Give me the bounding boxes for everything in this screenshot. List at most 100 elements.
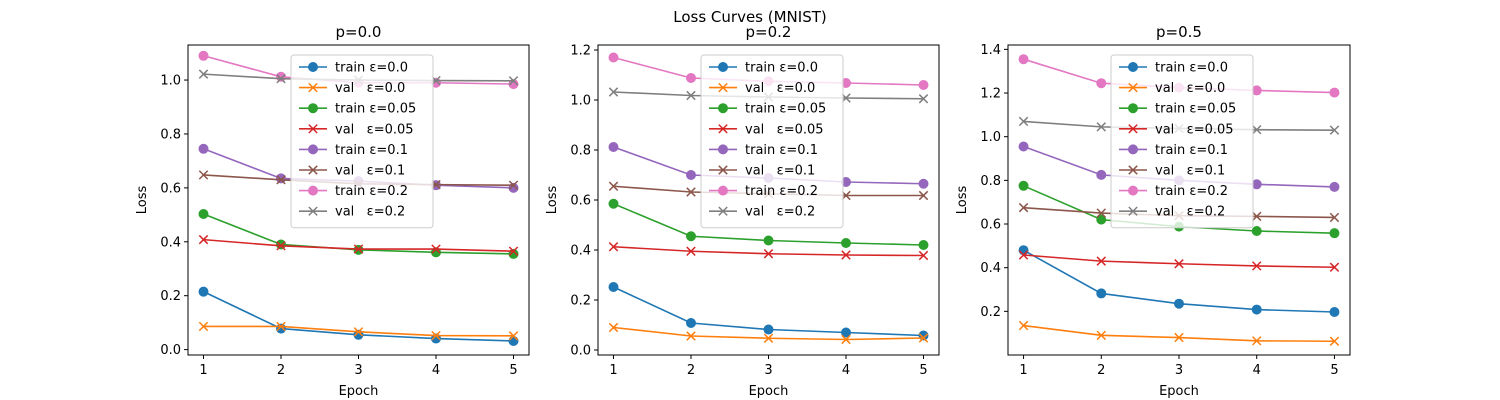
data-point-stroke-b bbox=[198, 69, 209, 79]
legend-marker-stroke-b bbox=[1128, 124, 1138, 134]
data-point bbox=[1096, 78, 1107, 89]
data-point bbox=[1096, 169, 1107, 180]
data-point bbox=[918, 190, 929, 201]
data-point bbox=[1018, 245, 1029, 256]
data-point-stroke-b bbox=[431, 244, 441, 254]
data-point bbox=[353, 244, 364, 254]
legend-label: train ε=0.1 bbox=[1155, 143, 1228, 158]
data-point bbox=[276, 175, 286, 185]
legend-label: train ε=0.05 bbox=[335, 102, 416, 117]
x-tick-label: 4 bbox=[432, 363, 440, 378]
y-axis-label: Loss bbox=[135, 186, 150, 215]
legend-label: val ε=0.0 bbox=[745, 81, 815, 96]
legend-label: val ε=0.05 bbox=[745, 122, 824, 137]
data-point bbox=[198, 69, 209, 79]
legend-marker-stroke-b bbox=[718, 165, 728, 175]
data-point-stroke-b bbox=[276, 73, 286, 84]
data-point bbox=[1251, 336, 1262, 346]
x-tick-label: 1 bbox=[609, 363, 617, 378]
data-point bbox=[1096, 122, 1107, 132]
panel-title: p=0.0 bbox=[336, 23, 382, 41]
data-point bbox=[1251, 304, 1262, 315]
legend-label: val ε=0.0 bbox=[1155, 81, 1225, 96]
data-point bbox=[276, 71, 286, 82]
data-point bbox=[1096, 330, 1107, 341]
legend-marker bbox=[308, 185, 318, 196]
legend-label: train ε=0.0 bbox=[335, 61, 408, 76]
data-point-stroke-b bbox=[1251, 211, 1262, 222]
data-point-stroke-b bbox=[1096, 122, 1107, 132]
y-tick-label: 0.8 bbox=[980, 174, 1001, 189]
legend-label: train ε=0.1 bbox=[335, 143, 408, 158]
x-axis-label: Epoch bbox=[339, 384, 379, 399]
data-point bbox=[686, 187, 696, 197]
data-point bbox=[1018, 250, 1029, 260]
legend-marker bbox=[1128, 206, 1138, 216]
data-point-stroke-b bbox=[918, 333, 929, 343]
legend-marker bbox=[1128, 62, 1138, 72]
data-point bbox=[1251, 211, 1262, 222]
figure-suptitle: Loss Curves (MNIST) bbox=[673, 8, 826, 26]
y-tick-label: 1.2 bbox=[570, 44, 591, 59]
data-point bbox=[686, 73, 696, 83]
legend-marker bbox=[308, 165, 318, 175]
data-point-stroke-b bbox=[918, 190, 929, 201]
chart-panel-3: p=0.5 1 2 3 4 5 0.2 0.4 0.6 0.8 1.0 1.2 1.4 Epoch Loss… bbox=[955, 23, 1351, 399]
data-point bbox=[508, 79, 519, 90]
legend-marker bbox=[718, 103, 728, 114]
data-point bbox=[763, 235, 774, 246]
y-tick-label: 0.4 bbox=[570, 244, 591, 259]
data-point bbox=[431, 247, 441, 258]
y-tick-label: 1.0 bbox=[980, 130, 1001, 145]
y-tick-label: 0.6 bbox=[980, 218, 1001, 233]
panel-title: p=0.2 bbox=[746, 23, 792, 41]
data-point bbox=[608, 198, 619, 209]
y-tick-label: 1.0 bbox=[160, 74, 181, 89]
legend-label: train ε=0.1 bbox=[745, 143, 818, 158]
data-point-stroke-b bbox=[1251, 261, 1262, 271]
data-point-stroke-b bbox=[1174, 259, 1184, 269]
data-point-stroke-b bbox=[1096, 330, 1107, 341]
data-point bbox=[918, 240, 929, 250]
legend-marker bbox=[308, 103, 318, 114]
legend-marker bbox=[718, 185, 728, 196]
data-point bbox=[1096, 288, 1107, 299]
data-point-stroke-b bbox=[841, 250, 851, 260]
data-point-stroke-b bbox=[1018, 116, 1029, 127]
legend-label: val ε=0.0 bbox=[335, 81, 405, 96]
data-point-stroke-b bbox=[1329, 212, 1340, 223]
legend-marker bbox=[718, 62, 728, 72]
data-point bbox=[1251, 85, 1262, 96]
legend-label: train ε=0.0 bbox=[745, 61, 818, 76]
data-point bbox=[1174, 298, 1184, 309]
legend-marker-stroke-b bbox=[718, 206, 728, 216]
data-point bbox=[763, 333, 774, 343]
data-point bbox=[198, 170, 209, 180]
data-point bbox=[198, 209, 209, 220]
data-point-stroke-b bbox=[918, 250, 929, 261]
legend-marker bbox=[1128, 124, 1138, 134]
legend-marker-stroke-b bbox=[1128, 206, 1138, 216]
legend-marker bbox=[1128, 165, 1138, 175]
data-point bbox=[686, 90, 696, 101]
data-point bbox=[1096, 256, 1107, 266]
data-point bbox=[763, 249, 774, 259]
y-tick-label: 0.0 bbox=[570, 344, 591, 359]
data-point bbox=[1018, 116, 1029, 127]
data-point-stroke-b bbox=[353, 327, 364, 337]
legend-marker bbox=[718, 206, 728, 216]
y-tick-label: 1.4 bbox=[980, 43, 1001, 58]
legend-marker-stroke-b bbox=[718, 82, 728, 93]
data-point bbox=[431, 330, 441, 341]
data-point bbox=[276, 173, 286, 184]
legend-frame bbox=[290, 54, 434, 229]
data-point bbox=[918, 80, 929, 90]
legend-label: val ε=0.1 bbox=[745, 164, 815, 179]
y-tick-label: 0.8 bbox=[160, 127, 181, 142]
x-tick-label: 4 bbox=[842, 363, 850, 378]
data-point bbox=[608, 181, 619, 191]
legend-marker-stroke-b bbox=[1128, 165, 1138, 175]
data-point bbox=[198, 50, 209, 61]
y-axis-label: Loss bbox=[955, 186, 970, 215]
